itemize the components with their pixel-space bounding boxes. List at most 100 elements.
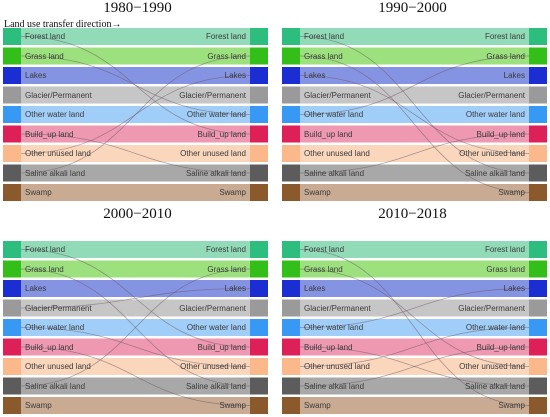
source-node-forest-land [282,241,300,258]
target-label-forest-land: Forest land [484,32,525,41]
source-label-lakes: Lakes [25,71,47,80]
source-node-lakes [282,67,300,84]
sankey-panel-2010-2018: Forest land Forest land Grass land Grass la… [282,241,547,417]
flow-band-grass-land [21,260,250,278]
source-node-build-up-land [282,125,300,143]
target-label-swamp: Swamp [219,188,246,197]
target-label-swamp: Swamp [498,188,525,197]
source-label-other-unused-land: Other unused land [304,362,370,371]
transfer-flow-build-up-land-to-saline-alkali-land [299,346,530,387]
direction-label: Land use transfer direction→ [4,19,122,30]
source-label-saline-alkali-land: Saline alkali land [25,168,86,178]
flow-band-forest-land [300,28,529,45]
transfer-flow-other-unused-land-to-lakes [20,75,251,154]
target-node-grass-land [250,260,268,278]
source-label-saline-alkali-land: Saline alkali land [304,381,365,391]
target-label-swamp: Swamp [498,401,525,410]
source-node-swamp [3,397,21,414]
source-label-other-water-land: Other water land [304,110,364,119]
source-node-other-unused-land [3,145,21,162]
panel-title-2010-2018: 2010−2018 [378,206,447,222]
source-label-forest-land: Forest land [25,32,66,41]
target-node-lakes [250,67,268,84]
target-node-other-water-land [529,319,547,336]
target-label-saline-alkali-land: Saline alkali land [185,381,246,391]
source-node-glacier-permanent [282,299,300,317]
panel-title-2000-2010: 2000−2010 [103,206,172,222]
flow-band-forest-land [21,241,250,258]
transfer-flow-glacier-permanent-to-lakes [20,288,251,309]
source-node-saline-alkali-land [282,377,300,395]
target-label-forest-land: Forest land [484,245,525,254]
flow-band-forest-land [300,241,529,258]
source-label-glacier-permanent: Glacier/Permanent [25,90,92,100]
target-node-other-water-land [250,319,268,336]
target-node-swamp [250,184,268,201]
target-node-saline-alkali-land [529,164,547,182]
target-node-build-up-land [250,125,268,143]
source-label-other-water-land: Other water land [25,323,85,332]
source-node-other-unused-land [282,358,300,375]
target-label-build-up-land: Build_up land [476,342,525,352]
source-node-lakes [3,280,21,297]
source-label-forest-land: Forest land [25,245,66,254]
flow-band-swamp [21,397,250,414]
target-label-other-water-land: Other water land [465,323,525,332]
sankey-diagram [282,241,547,414]
source-label-forest-land: Forest land [304,245,345,254]
sankey-panel-1990-2000: Forest land Forest land Grass land Grass la… [282,28,547,204]
target-node-grass-land [529,47,547,65]
target-node-saline-alkali-land [250,164,268,182]
flow-band-glacier-permanent [21,299,250,317]
flow-band-glacier-permanent [21,86,250,104]
source-node-build-up-land [3,338,21,356]
target-label-other-unused-land: Other unused land [180,149,246,158]
target-label-lakes: Lakes [224,71,246,80]
target-node-glacier-permanent [250,86,268,104]
source-label-lakes: Lakes [25,284,47,293]
source-label-grass-land: Grass land [304,264,343,274]
source-node-other-unused-land [282,145,300,162]
target-node-swamp [529,397,547,414]
target-node-other-water-land [250,106,268,123]
transfer-flow-other-water-land-to-other-unused-land [20,327,251,367]
target-node-glacier-permanent [529,86,547,104]
source-node-lakes [3,67,21,84]
source-label-glacier-permanent: Glacier/Permanent [304,303,371,313]
target-node-lakes [250,280,268,297]
transfer-flow-lakes-to-other-unused-land [299,75,530,154]
transfer-flow-build-up-land-to-swamp [20,346,251,406]
source-node-build-up-land [282,338,300,356]
source-label-lakes: Lakes [304,284,326,293]
target-label-lakes: Lakes [503,284,525,293]
source-label-build-up-land: Build_up land [304,342,353,352]
source-label-build-up-land: Build_up land [25,129,74,139]
target-label-grass-land: Grass land [207,264,246,274]
source-label-lakes: Lakes [304,71,326,80]
flow-band-grass-land [300,260,529,278]
source-label-build-up-land: Build_up land [25,342,74,352]
target-label-saline-alkali-land: Saline alkali land [464,168,525,178]
source-label-grass-land: Grass land [304,51,343,61]
flow-band-saline-alkali-land [21,377,250,395]
source-label-other-unused-land: Other unused land [25,362,91,371]
transfer-flow-grass-land-to-other-water-land [20,55,251,115]
target-label-grass-land: Grass land [486,51,525,61]
source-node-grass-land [3,47,21,65]
target-node-other-unused-land [250,145,268,162]
target-label-grass-land: Grass land [207,51,246,61]
target-label-build-up-land: Build_up land [197,129,246,139]
flow-band-glacier-permanent [300,86,529,104]
sankey-panel-2000-2010: Forest land Forest land Grass land Grass la… [3,241,268,417]
target-node-forest-land [529,28,547,45]
panel-title-1980-1990: 1980−1990 [103,0,172,16]
source-node-swamp [282,184,300,201]
flow-band-swamp [300,397,529,414]
target-label-glacier-permanent: Glacier/Permanent [179,90,246,100]
target-node-glacier-permanent [250,299,268,317]
target-label-glacier-permanent: Glacier/Permanent [179,303,246,313]
source-label-swamp: Swamp [25,401,52,410]
target-label-glacier-permanent: Glacier/Permanent [458,303,525,313]
transfer-flow-saline-alkali-land-to-grass-land [20,268,251,387]
target-label-other-water-land: Other water land [186,110,246,119]
